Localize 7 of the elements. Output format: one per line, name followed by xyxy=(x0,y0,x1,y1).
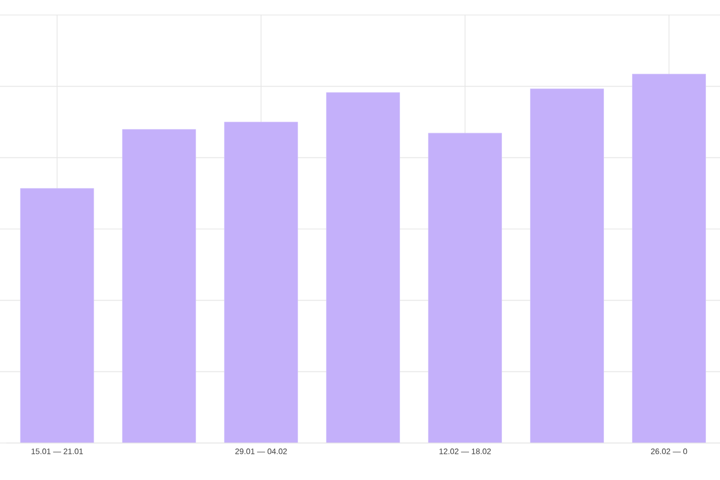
bar xyxy=(632,74,706,444)
bar xyxy=(20,188,94,444)
bar xyxy=(428,132,502,444)
bar xyxy=(530,88,604,444)
bar xyxy=(224,122,298,444)
bar xyxy=(326,92,400,444)
bar xyxy=(122,129,196,444)
